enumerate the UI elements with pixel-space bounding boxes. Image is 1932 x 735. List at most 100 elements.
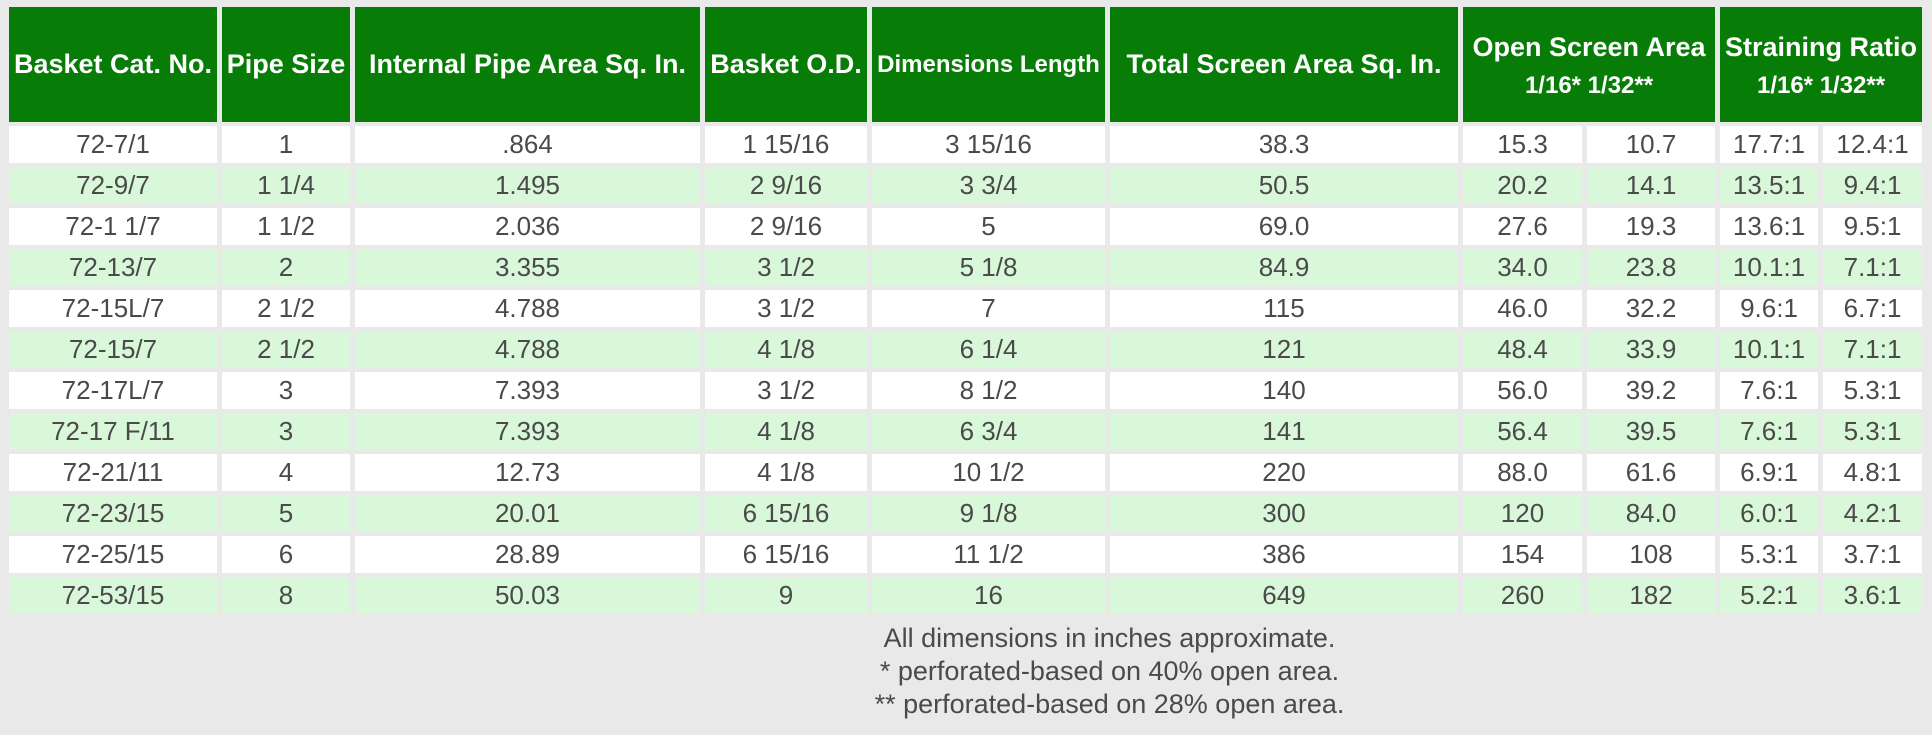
table-cell: 4.8:1 [1823, 454, 1923, 491]
table-cell: 4 [222, 454, 350, 491]
table-cell: 88.0 [1463, 454, 1582, 491]
table-cell: 6 [222, 536, 350, 573]
table-row: 72-1 1/7 1 1/2 2.036 2 9/16 5 69.0 27.6 19.3 13.… [9, 208, 1923, 245]
header-row: Basket Cat. No. Pipe Size Internal Pipe … [9, 7, 1923, 122]
table-cell: 2 9/16 [705, 208, 867, 245]
table-cell: 39.5 [1587, 413, 1716, 450]
table-cell: 10.1:1 [1720, 249, 1819, 286]
table-cell: 9 [705, 577, 867, 614]
table-cell: 61.6 [1587, 454, 1716, 491]
col-header-sublabel: 1/16* 1/32** [1524, 71, 1654, 99]
table-cell: 7.6:1 [1720, 413, 1819, 450]
footnote-perforated-40: * perforated-based on 40% open area. [879, 656, 1340, 686]
strainer-spec-table-wrap: Basket Cat. No. Pipe Size Internal Pipe … [4, 3, 1927, 618]
table-cell: 2 [222, 249, 350, 286]
table-cell: 182 [1587, 577, 1716, 614]
col-header-open-screen-area: Open Screen Area 1/16* 1/32** [1463, 7, 1716, 122]
table-cell: 3.7:1 [1823, 536, 1923, 573]
table-cell: 6 15/16 [705, 536, 867, 573]
col-header-label: Total Screen Area Sq. In. [1126, 49, 1442, 79]
table-cell: 33.9 [1587, 331, 1716, 368]
col-header-sublabel: 1/16* 1/32** [1756, 71, 1886, 99]
table-cell: 72-15/7 [9, 331, 217, 368]
table-cell: 72-17 F/11 [9, 413, 217, 450]
table-cell: 386 [1110, 536, 1458, 573]
table-row: 72-17L/7 3 7.393 3 1/2 8 1/2 140 56.0 39.2 7.6:1… [9, 372, 1923, 409]
footnotes: All dimensions in inches approximate. * … [0, 622, 1932, 721]
table-cell: 5.3:1 [1823, 413, 1923, 450]
col-header-straining-ratio: Straining Ratio 1/16* 1/32** [1720, 7, 1923, 122]
table-cell: 3 15/16 [872, 126, 1105, 163]
table-cell: 7.393 [355, 372, 700, 409]
table-row: 72-21/11 4 12.73 4 1/8 10 1/2 220 88.0 61.6 6.9:… [9, 454, 1923, 491]
table-cell: 7.393 [355, 413, 700, 450]
table-cell: 72-25/15 [9, 536, 217, 573]
table-cell: 1 1/4 [222, 167, 350, 204]
table-cell: 2 9/16 [705, 167, 867, 204]
table-cell: 154 [1463, 536, 1582, 573]
table-row: 72-25/15 6 28.89 6 15/16 11 1/2 386 154 108 5.3:… [9, 536, 1923, 573]
col-header-internal-pipe-area: Internal Pipe Area Sq. In. [355, 7, 700, 122]
table-cell: 13.6:1 [1720, 208, 1819, 245]
table-cell: 56.0 [1463, 372, 1582, 409]
table-cell: 4.2:1 [1823, 495, 1923, 532]
table-cell: 2 1/2 [222, 290, 350, 327]
table-cell: 50.03 [355, 577, 700, 614]
table-cell: 20.01 [355, 495, 700, 532]
table-row: 72-9/7 1 1/4 1.495 2 9/16 3 3/4 50.5 20.2 14.1 1… [9, 167, 1923, 204]
col-header-dimensions-length: Dimensions Length [872, 7, 1105, 122]
table-cell: 6 3/4 [872, 413, 1105, 450]
table-cell: 2.036 [355, 208, 700, 245]
table-cell: 6.9:1 [1720, 454, 1819, 491]
table-cell: 39.2 [1587, 372, 1716, 409]
table-cell: 34.0 [1463, 249, 1582, 286]
table-cell: 72-53/15 [9, 577, 217, 614]
table-body: 72-7/1 1.864 1 15/16 3 15/16 38.3 15.3 10.7 17.… [9, 126, 1923, 614]
table-cell: 10.1:1 [1720, 331, 1819, 368]
table-cell: 5 1/8 [872, 249, 1105, 286]
table-cell: 6.7:1 [1823, 290, 1923, 327]
table-cell: 32.2 [1587, 290, 1716, 327]
table-cell: 72-17L/7 [9, 372, 217, 409]
table-cell: 3.6:1 [1823, 577, 1923, 614]
table-cell: 9 1/8 [872, 495, 1105, 532]
footnote-dimensions: All dimensions in inches approximate. [883, 623, 1336, 653]
col-header-label: Pipe Size [226, 49, 346, 79]
footnote-perforated-28: ** perforated-based on 28% open area. [874, 689, 1345, 719]
table-cell: 16 [872, 577, 1105, 614]
table-cell: 4 1/8 [705, 454, 867, 491]
table-cell: 8 [222, 577, 350, 614]
table-cell: 72-9/7 [9, 167, 217, 204]
table-cell: 120 [1463, 495, 1582, 532]
table-cell: 38.3 [1110, 126, 1458, 163]
strainer-spec-table: Basket Cat. No. Pipe Size Internal Pipe … [4, 3, 1927, 618]
table-cell: 121 [1110, 331, 1458, 368]
table-cell: 50.5 [1110, 167, 1458, 204]
table-cell: 1 1/2 [222, 208, 350, 245]
table-cell: 9.5:1 [1823, 208, 1923, 245]
table-cell: 6 15/16 [705, 495, 867, 532]
table-cell: 8 1/2 [872, 372, 1105, 409]
table-cell: 4 1/8 [705, 413, 867, 450]
table-row: 72-15/7 2 1/2 4.788 4 1/8 6 1/4 121 48.4 33.9 10… [9, 331, 1923, 368]
table-cell: 4.788 [355, 331, 700, 368]
table-cell: 23.8 [1587, 249, 1716, 286]
col-header-label: Open Screen Area [1472, 31, 1706, 62]
table-cell: 7.1:1 [1823, 331, 1923, 368]
table-cell: 19.3 [1587, 208, 1716, 245]
table-cell: 140 [1110, 372, 1458, 409]
table-cell: 72-15L/7 [9, 290, 217, 327]
col-header-label: Dimensions Length [877, 50, 1100, 78]
table-cell: 46.0 [1463, 290, 1582, 327]
table-cell: 7.6:1 [1720, 372, 1819, 409]
table-cell: 3 1/2 [705, 249, 867, 286]
table-cell: 3 1/2 [705, 290, 867, 327]
table-cell: 84.0 [1587, 495, 1716, 532]
table-cell: 6 1/4 [872, 331, 1105, 368]
table-cell: 5 [222, 495, 350, 532]
table-cell: 260 [1463, 577, 1582, 614]
table-cell: 1 [222, 126, 350, 163]
table-cell: .864 [355, 126, 700, 163]
table-cell: 72-23/15 [9, 495, 217, 532]
